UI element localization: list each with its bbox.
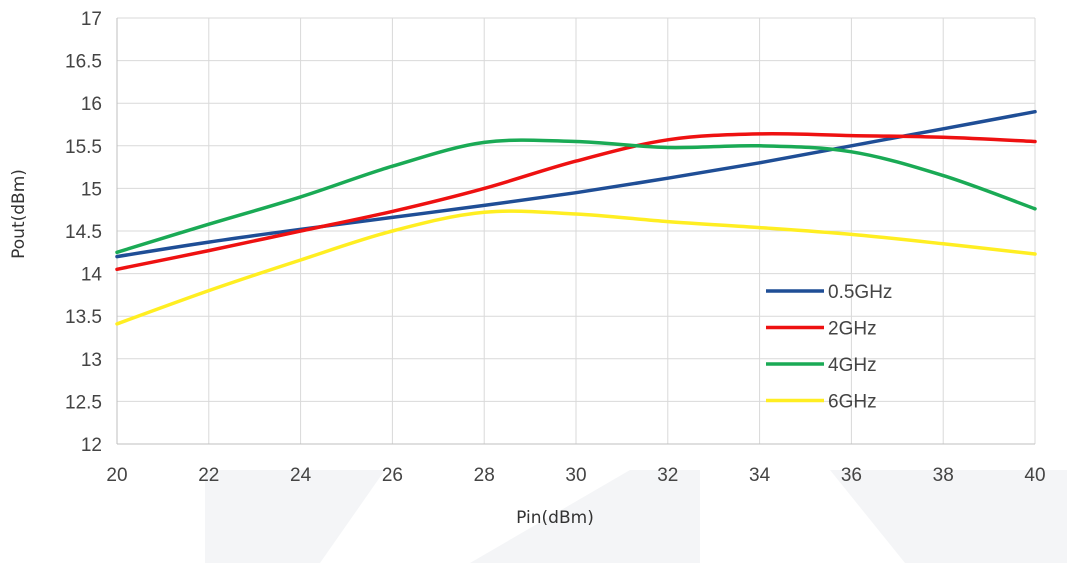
x-tick-label: 30 [565,465,586,486]
y-tick-label: 12 [81,435,102,456]
y-tick-label: 14 [81,265,103,286]
legend-item: 4GHz [766,355,877,376]
y-tick-label: 16.5 [65,52,102,73]
x-tick-label: 28 [474,465,495,486]
x-tick-label: 32 [657,465,678,486]
x-tick-label: 34 [749,465,771,486]
y-tick-label: 13 [81,350,102,371]
legend-label: 6GHz [828,392,877,413]
grid [116,17,1036,445]
x-tick-label: 22 [198,465,219,486]
x-tick-label: 24 [290,465,312,486]
x-tick-label: 26 [382,465,403,486]
legend-label: 4GHz [828,355,877,376]
series-line-6GHz [115,209,1037,326]
legend-item: 6GHz [766,392,877,413]
y-axis-title: Pout(dBm) [9,169,29,259]
series-line-4GHz [115,138,1037,255]
y-tick-label: 17 [81,9,102,30]
y-tick-label: 15 [81,179,102,200]
legend: 0.5GHz 2GHz 4GHz 6GHz [766,282,892,413]
series-line-0.5GHz [115,109,1037,259]
y-tick-label: 12.5 [65,392,102,413]
x-tick-label: 40 [1024,465,1045,486]
background-watermark [205,470,1067,563]
series-lines [115,109,1037,326]
x-tick-label: 36 [841,465,862,486]
axes [116,18,1035,445]
y-axis-ticks: 12 12.5 13 13.5 14 14.5 15 15.5 16 16.5 17 [65,9,102,456]
y-tick-label: 13.5 [65,307,102,328]
y-tick-label: 15.5 [65,137,102,158]
x-tick-label: 38 [933,465,954,486]
series-line-2GHz [115,132,1037,272]
x-tick-label: 20 [106,465,127,486]
legend-item: 2GHz [766,319,877,340]
legend-item: 0.5GHz [766,282,892,303]
x-axis-ticks: 20 22 24 26 28 30 32 34 36 38 40 [106,465,1045,486]
y-tick-label: 14.5 [65,222,102,243]
x-axis-title: Pin(dBm) [516,508,594,528]
legend-label: 0.5GHz [828,282,892,303]
y-tick-label: 16 [81,94,102,115]
legend-label: 2GHz [828,319,877,340]
